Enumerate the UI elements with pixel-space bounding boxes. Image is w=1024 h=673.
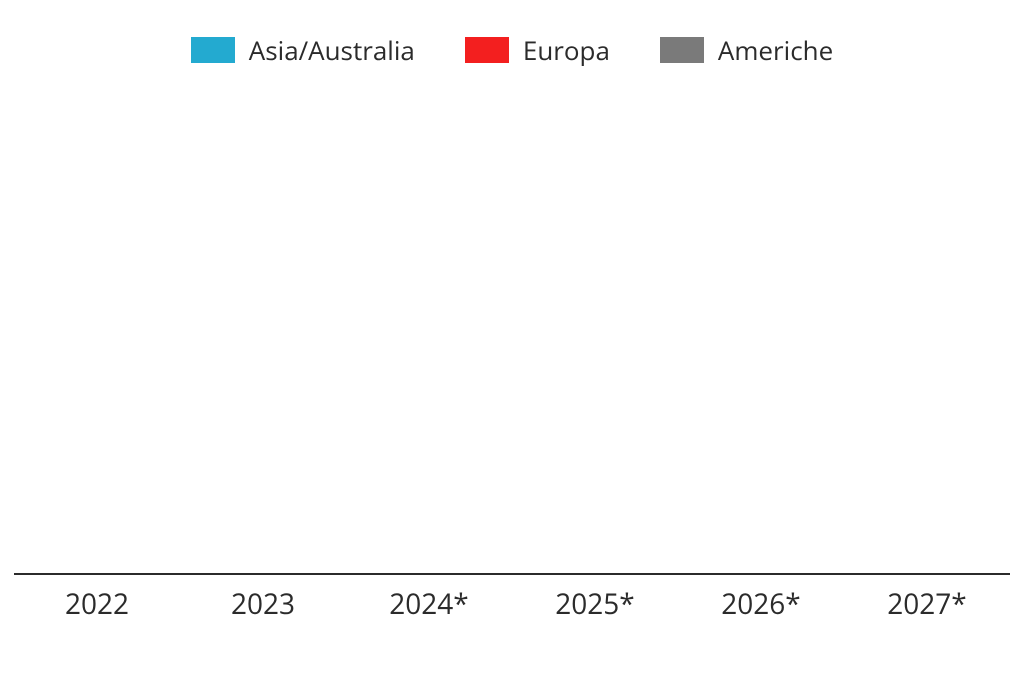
bar-europa <box>76 569 118 573</box>
bar-europa <box>242 569 284 573</box>
year-group: 2022 <box>14 88 180 623</box>
legend-item-americhe: Americhe <box>660 32 833 68</box>
grouped-bar-chart: Asia/Australia Europa Americhe 202220232… <box>0 0 1024 673</box>
bar-asia <box>32 569 74 573</box>
legend-swatch <box>465 37 509 63</box>
bar-asia <box>862 569 904 573</box>
bar-asia <box>530 569 572 573</box>
bar-americhe <box>618 569 660 573</box>
bar-europa <box>408 569 450 573</box>
bar-americhe <box>784 569 826 573</box>
year-group: 2023 <box>180 88 346 623</box>
x-axis-label: 2026* <box>678 575 844 623</box>
legend-label: Asia/Australia <box>249 32 415 68</box>
year-group: 2024* <box>346 88 512 623</box>
bar-europa <box>906 569 948 573</box>
year-group: 2026* <box>678 88 844 623</box>
legend-label: Americhe <box>718 32 833 68</box>
plot-area: 202220232024*2025*2026*2027* <box>10 88 1014 623</box>
bar-americhe <box>950 569 992 573</box>
legend-swatch <box>660 37 704 63</box>
legend-item-europa: Europa <box>465 32 610 68</box>
year-group: 2025* <box>512 88 678 623</box>
x-axis-label: 2023 <box>180 575 346 623</box>
bar-asia <box>364 569 406 573</box>
bar-asia <box>696 569 738 573</box>
bar-asia <box>198 569 240 573</box>
bar-cluster <box>180 88 346 575</box>
bar-americhe <box>286 569 328 573</box>
bar-cluster <box>14 88 180 575</box>
bar-americhe <box>452 569 494 573</box>
legend-swatch <box>191 37 235 63</box>
bar-europa <box>574 569 616 573</box>
bar-americhe <box>120 569 162 573</box>
x-axis-label: 2027* <box>844 575 1010 623</box>
legend-item-asia: Asia/Australia <box>191 32 415 68</box>
legend-label: Europa <box>523 32 610 68</box>
bar-cluster <box>346 88 512 575</box>
bar-cluster <box>844 88 1010 575</box>
year-group: 2027* <box>844 88 1010 623</box>
x-axis-label: 2022 <box>14 575 180 623</box>
bar-cluster <box>512 88 678 575</box>
bar-europa <box>740 569 782 573</box>
bar-cluster <box>678 88 844 575</box>
legend: Asia/Australia Europa Americhe <box>10 20 1014 88</box>
x-axis-label: 2025* <box>512 575 678 623</box>
x-axis-label: 2024* <box>346 575 512 623</box>
